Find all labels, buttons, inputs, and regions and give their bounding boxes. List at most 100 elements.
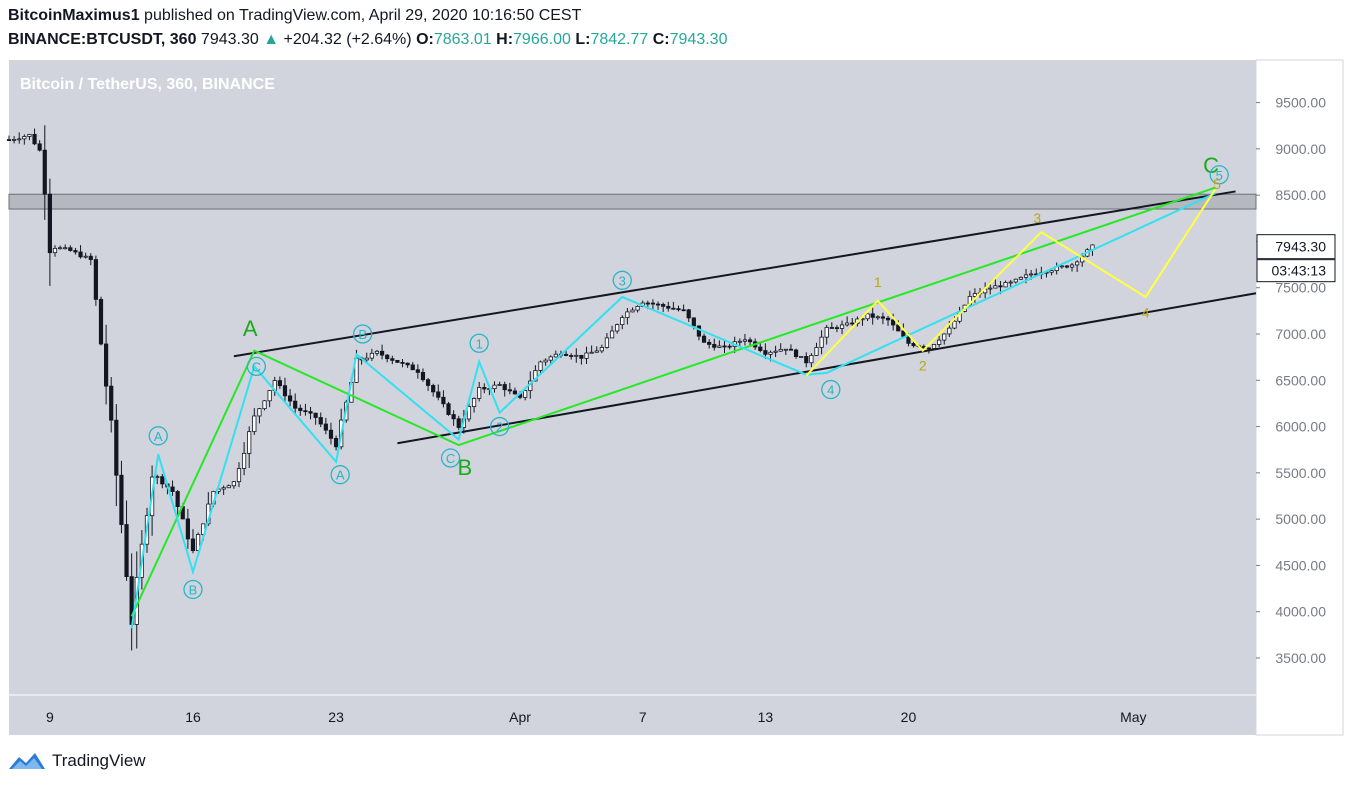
candle-body: [221, 487, 226, 490]
wave-label: A: [336, 468, 345, 483]
candle-body: [333, 437, 339, 448]
wave-label: B: [189, 582, 198, 597]
candle-body: [523, 390, 528, 398]
high-value: 7966.00: [513, 31, 571, 48]
price-tick-label: 6000.00: [1275, 419, 1326, 435]
candle-body: [1064, 265, 1070, 268]
time-tick-label: 9: [46, 709, 54, 725]
candle-body: [12, 138, 17, 141]
candle-body: [712, 344, 717, 348]
candle-body: [247, 431, 252, 454]
candle-body: [436, 391, 441, 398]
candle-body: [502, 384, 507, 391]
candle-body: [819, 336, 824, 348]
candle-body: [441, 396, 446, 405]
author-name[interactable]: BitcoinMaximus1: [8, 7, 140, 24]
wave-label: C: [252, 359, 261, 374]
yellow-wave-path: [805, 189, 1216, 377]
symbol-name: BINANCE:BTCUSDT, 360: [8, 31, 197, 48]
plot-background: [9, 60, 1256, 695]
candle-body: [109, 385, 114, 421]
candle-body: [880, 316, 886, 319]
candle-body: [52, 247, 58, 254]
countdown-label: 03:43:13: [1272, 263, 1327, 279]
wave-label: B: [458, 455, 473, 480]
candle-body: [415, 369, 420, 373]
candle-body: [410, 364, 415, 371]
candle-body: [896, 324, 901, 332]
candle-body: [257, 408, 262, 417]
publish-info: published on TradingView.com, April 29, …: [144, 7, 582, 24]
candle-body: [758, 346, 763, 351]
price-tick-label: 4500.00: [1275, 557, 1326, 573]
candle-body: [507, 389, 512, 392]
candle-body: [431, 385, 436, 393]
candle-body: [451, 414, 456, 420]
wave-label-circle: [148, 426, 168, 446]
candle-body: [625, 311, 630, 318]
wave-label-circle: [469, 333, 489, 353]
candle-body: [926, 347, 932, 350]
candle-body: [707, 341, 712, 345]
time-axis-background: [9, 695, 1256, 735]
candle-body: [364, 357, 369, 361]
price-tick-label: 3500.00: [1275, 650, 1326, 666]
candle-body: [773, 350, 778, 353]
wave-label-circle: [1209, 165, 1229, 185]
candle-body: [799, 356, 804, 358]
candle-body: [471, 398, 477, 407]
candle-body: [262, 400, 267, 410]
wave-label: 3: [619, 273, 626, 288]
candle-body: [599, 346, 604, 352]
symbol-line: BINANCE:BTCUSDT, 360 7943.30 ▲ +204.32 (…: [8, 28, 1348, 52]
candle-body: [68, 247, 73, 251]
candle-body: [492, 384, 497, 390]
candle-body: [783, 348, 788, 351]
candle-body: [277, 380, 282, 387]
candle-body: [988, 287, 993, 290]
candle-body: [267, 390, 272, 402]
candle-body: [323, 423, 328, 431]
candle-body: [906, 335, 911, 344]
candle-body: [829, 327, 834, 329]
candle-body: [1049, 270, 1054, 273]
price-change: +204.32 (+2.64%): [283, 31, 412, 48]
candle-body: [768, 351, 773, 355]
candle-body: [32, 133, 37, 145]
candle-body: [615, 324, 620, 332]
tradingview-logo-icon: [9, 753, 45, 769]
candle-body: [287, 395, 293, 402]
candle-body: [252, 415, 257, 433]
candle-body: [63, 247, 68, 250]
high-label: H:: [496, 31, 514, 48]
wave-label: 3: [1033, 210, 1041, 226]
candle-body: [696, 325, 702, 337]
brand-name: TradingView: [52, 751, 146, 770]
wave-label-circle: [440, 448, 461, 468]
wave-label: A: [243, 316, 258, 341]
candle-body: [604, 337, 610, 348]
candle-body: [1018, 276, 1024, 280]
time-tick-label: 20: [901, 709, 917, 725]
candle-body: [78, 251, 83, 258]
publish-line: BitcoinMaximus1 published on TradingView…: [8, 4, 1348, 28]
price-tick-label: 8500.00: [1275, 187, 1326, 203]
candle-body: [160, 476, 165, 485]
candle-body: [722, 345, 727, 348]
candle-body: [482, 387, 487, 390]
candle-body: [543, 359, 548, 363]
candle-body: [1069, 264, 1075, 268]
candle-body: [717, 345, 722, 348]
candle-body: [911, 342, 916, 347]
candle-body: [369, 352, 374, 359]
candle-body: [512, 390, 518, 395]
candle-body: [1013, 278, 1018, 283]
candle-body: [569, 355, 574, 357]
last-price-badge: [1256, 234, 1336, 260]
candle-body: [236, 468, 242, 483]
wave-label-circle: [821, 379, 841, 400]
candle-body: [589, 351, 594, 354]
candle-body: [390, 358, 395, 361]
candle-body: [635, 305, 640, 311]
